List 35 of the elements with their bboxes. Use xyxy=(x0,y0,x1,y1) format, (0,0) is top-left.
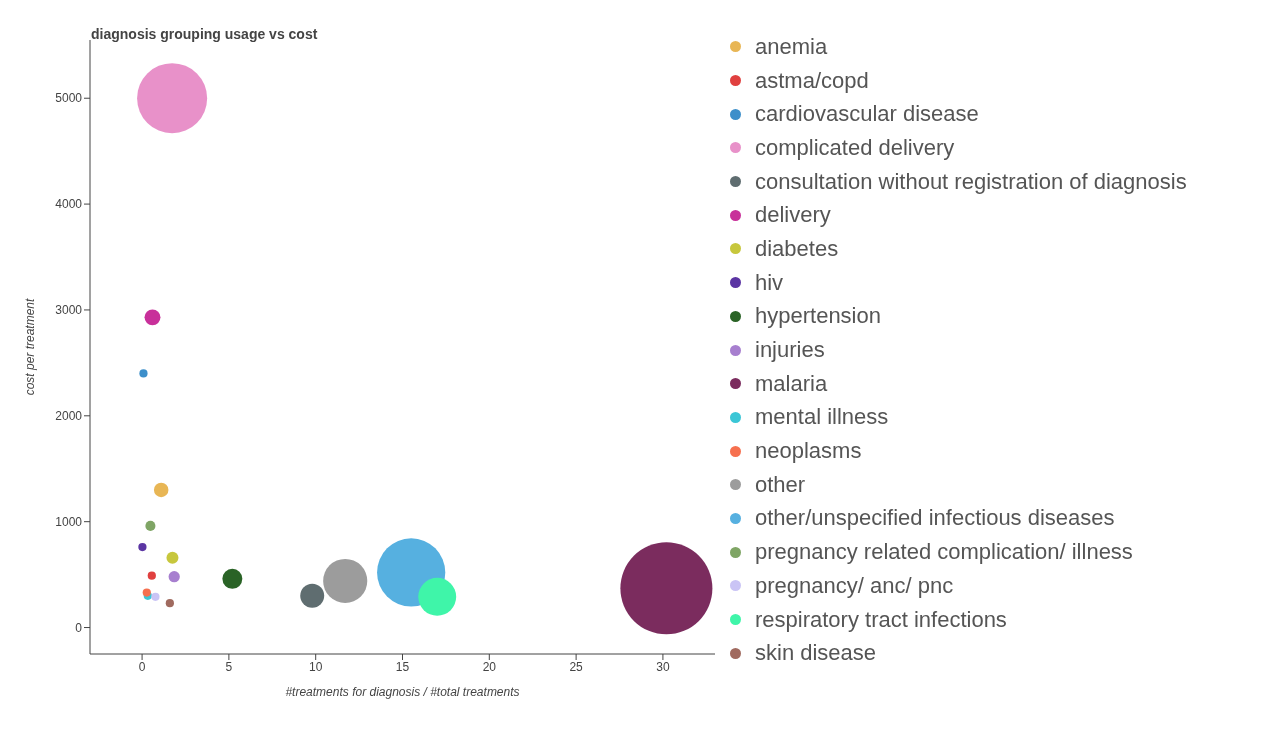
legend-label: skin disease xyxy=(754,639,878,668)
legend-label: neoplasms xyxy=(754,437,863,466)
x-axis-title: #treatments for diagnosis / #total treatments xyxy=(285,685,520,699)
y-tick-label: 2000 xyxy=(55,409,83,424)
legend-label: other/unspecified infectious diseases xyxy=(754,504,1116,533)
legend-label: hiv xyxy=(754,268,785,297)
legend-label: pregnancy/ anc/ pnc xyxy=(754,571,955,600)
x-tick-label: 20 xyxy=(482,659,497,674)
legend-label: respiratory tract infections xyxy=(754,605,1008,634)
legend-label: hypertension xyxy=(754,302,882,331)
legend-label: diabetes xyxy=(754,234,840,263)
legend-label: anemia xyxy=(754,32,829,61)
legend-label: consultation without registration of diagnosis xyxy=(754,167,1188,196)
legend-label: complicated delivery xyxy=(754,133,956,162)
legend-label: injuries xyxy=(754,336,826,365)
x-tick-label: 5 xyxy=(225,659,233,674)
x-tick-label: 30 xyxy=(656,659,670,674)
y-axis-title: cost per treatment xyxy=(23,297,38,396)
x-tick-label: 25 xyxy=(569,659,584,674)
legend-label: malaria xyxy=(754,369,829,398)
legend-label: astma/copd xyxy=(754,66,870,95)
legend-label: other xyxy=(754,470,807,499)
y-tick-label: 5000 xyxy=(55,91,83,106)
y-tick-label: 4000 xyxy=(55,197,83,212)
x-tick-label: 0 xyxy=(138,659,146,674)
legend-label: mental illness xyxy=(754,403,890,432)
y-tick-label: 0 xyxy=(75,620,83,635)
x-tick-label: 10 xyxy=(309,659,323,674)
legend-label: delivery xyxy=(754,201,832,230)
legend-label: cardiovascular disease xyxy=(754,100,980,129)
y-tick-label: 1000 xyxy=(55,514,83,529)
legend-label: pregnancy related complication/ illness xyxy=(754,538,1134,567)
chart-title: diagnosis grouping usage vs cost xyxy=(91,26,318,42)
y-tick-label: 3000 xyxy=(55,303,83,318)
x-tick-label: 15 xyxy=(395,659,410,674)
